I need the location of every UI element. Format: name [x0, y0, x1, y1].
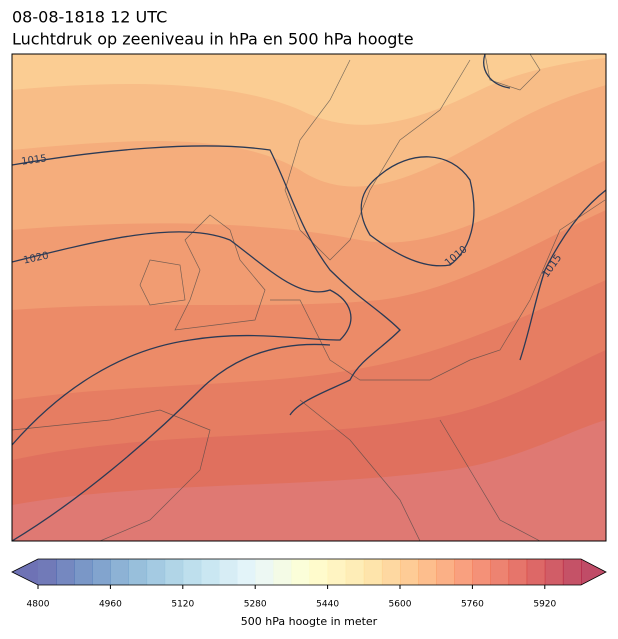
colorbar-tick-label: 5440 [316, 600, 339, 610]
colorbar-cell [164, 559, 184, 585]
colorbar-tick-label: 4800 [27, 600, 50, 610]
colorbar-cell [273, 559, 292, 585]
colorbar-cell [508, 559, 528, 585]
isobar-label: 1015 [21, 153, 48, 167]
colorbar-cell [92, 559, 111, 585]
colorbar-cell [110, 559, 129, 585]
colorbar-cell [562, 559, 582, 585]
colorbar-cell [309, 559, 329, 585]
colorbar-tick-label: 5920 [533, 600, 556, 610]
colorbar-cell [526, 559, 546, 585]
colorbar-tick-label: 5120 [171, 600, 194, 610]
colorbar-outline [11, 558, 607, 586]
map-frame [11, 53, 607, 542]
colorbar-cell [291, 559, 310, 585]
colorbar-tick-label: 5600 [389, 600, 412, 610]
colorbar-extend-high [581, 559, 606, 585]
colorbar-cell [128, 559, 148, 585]
colorbar-cell [436, 559, 455, 585]
colorbar-tick-label: 4960 [99, 600, 122, 610]
colorbar-label: 500 hPa hoogte in meter [241, 615, 378, 628]
colorbar-cell [472, 559, 491, 585]
colorbar-cell [544, 559, 564, 585]
colorbar-cell [327, 559, 347, 585]
colorbar-extend-low [12, 559, 38, 585]
colorbar-cell [200, 559, 220, 585]
colorbar-cell [454, 559, 473, 585]
colorbar-cell [237, 559, 256, 585]
colorbar-cell [490, 559, 510, 585]
colorbar-cell [400, 559, 419, 585]
colorbar-cell [56, 559, 75, 585]
colorbar-cell [381, 559, 401, 585]
colorbar-cell [345, 559, 365, 585]
colorbar-tick-label: 5280 [244, 600, 267, 610]
colorbar-cell [418, 559, 437, 585]
isobar-label: 1020 [23, 250, 50, 266]
colorbar-cell [255, 559, 274, 585]
colorbar-cell [74, 559, 93, 585]
colorbar-tick-label: 5760 [461, 600, 484, 610]
colorbar-cell [146, 559, 166, 585]
colorbar-cell [219, 559, 238, 585]
colorbar-cell [182, 559, 202, 585]
colorbar-cell [38, 559, 57, 585]
title: 08-08-1818 12 UTC [12, 8, 167, 27]
subtitle: Luchtdruk op zeeniveau in hPa en 500 hPa… [12, 30, 414, 49]
colorbar-cell [363, 559, 383, 585]
